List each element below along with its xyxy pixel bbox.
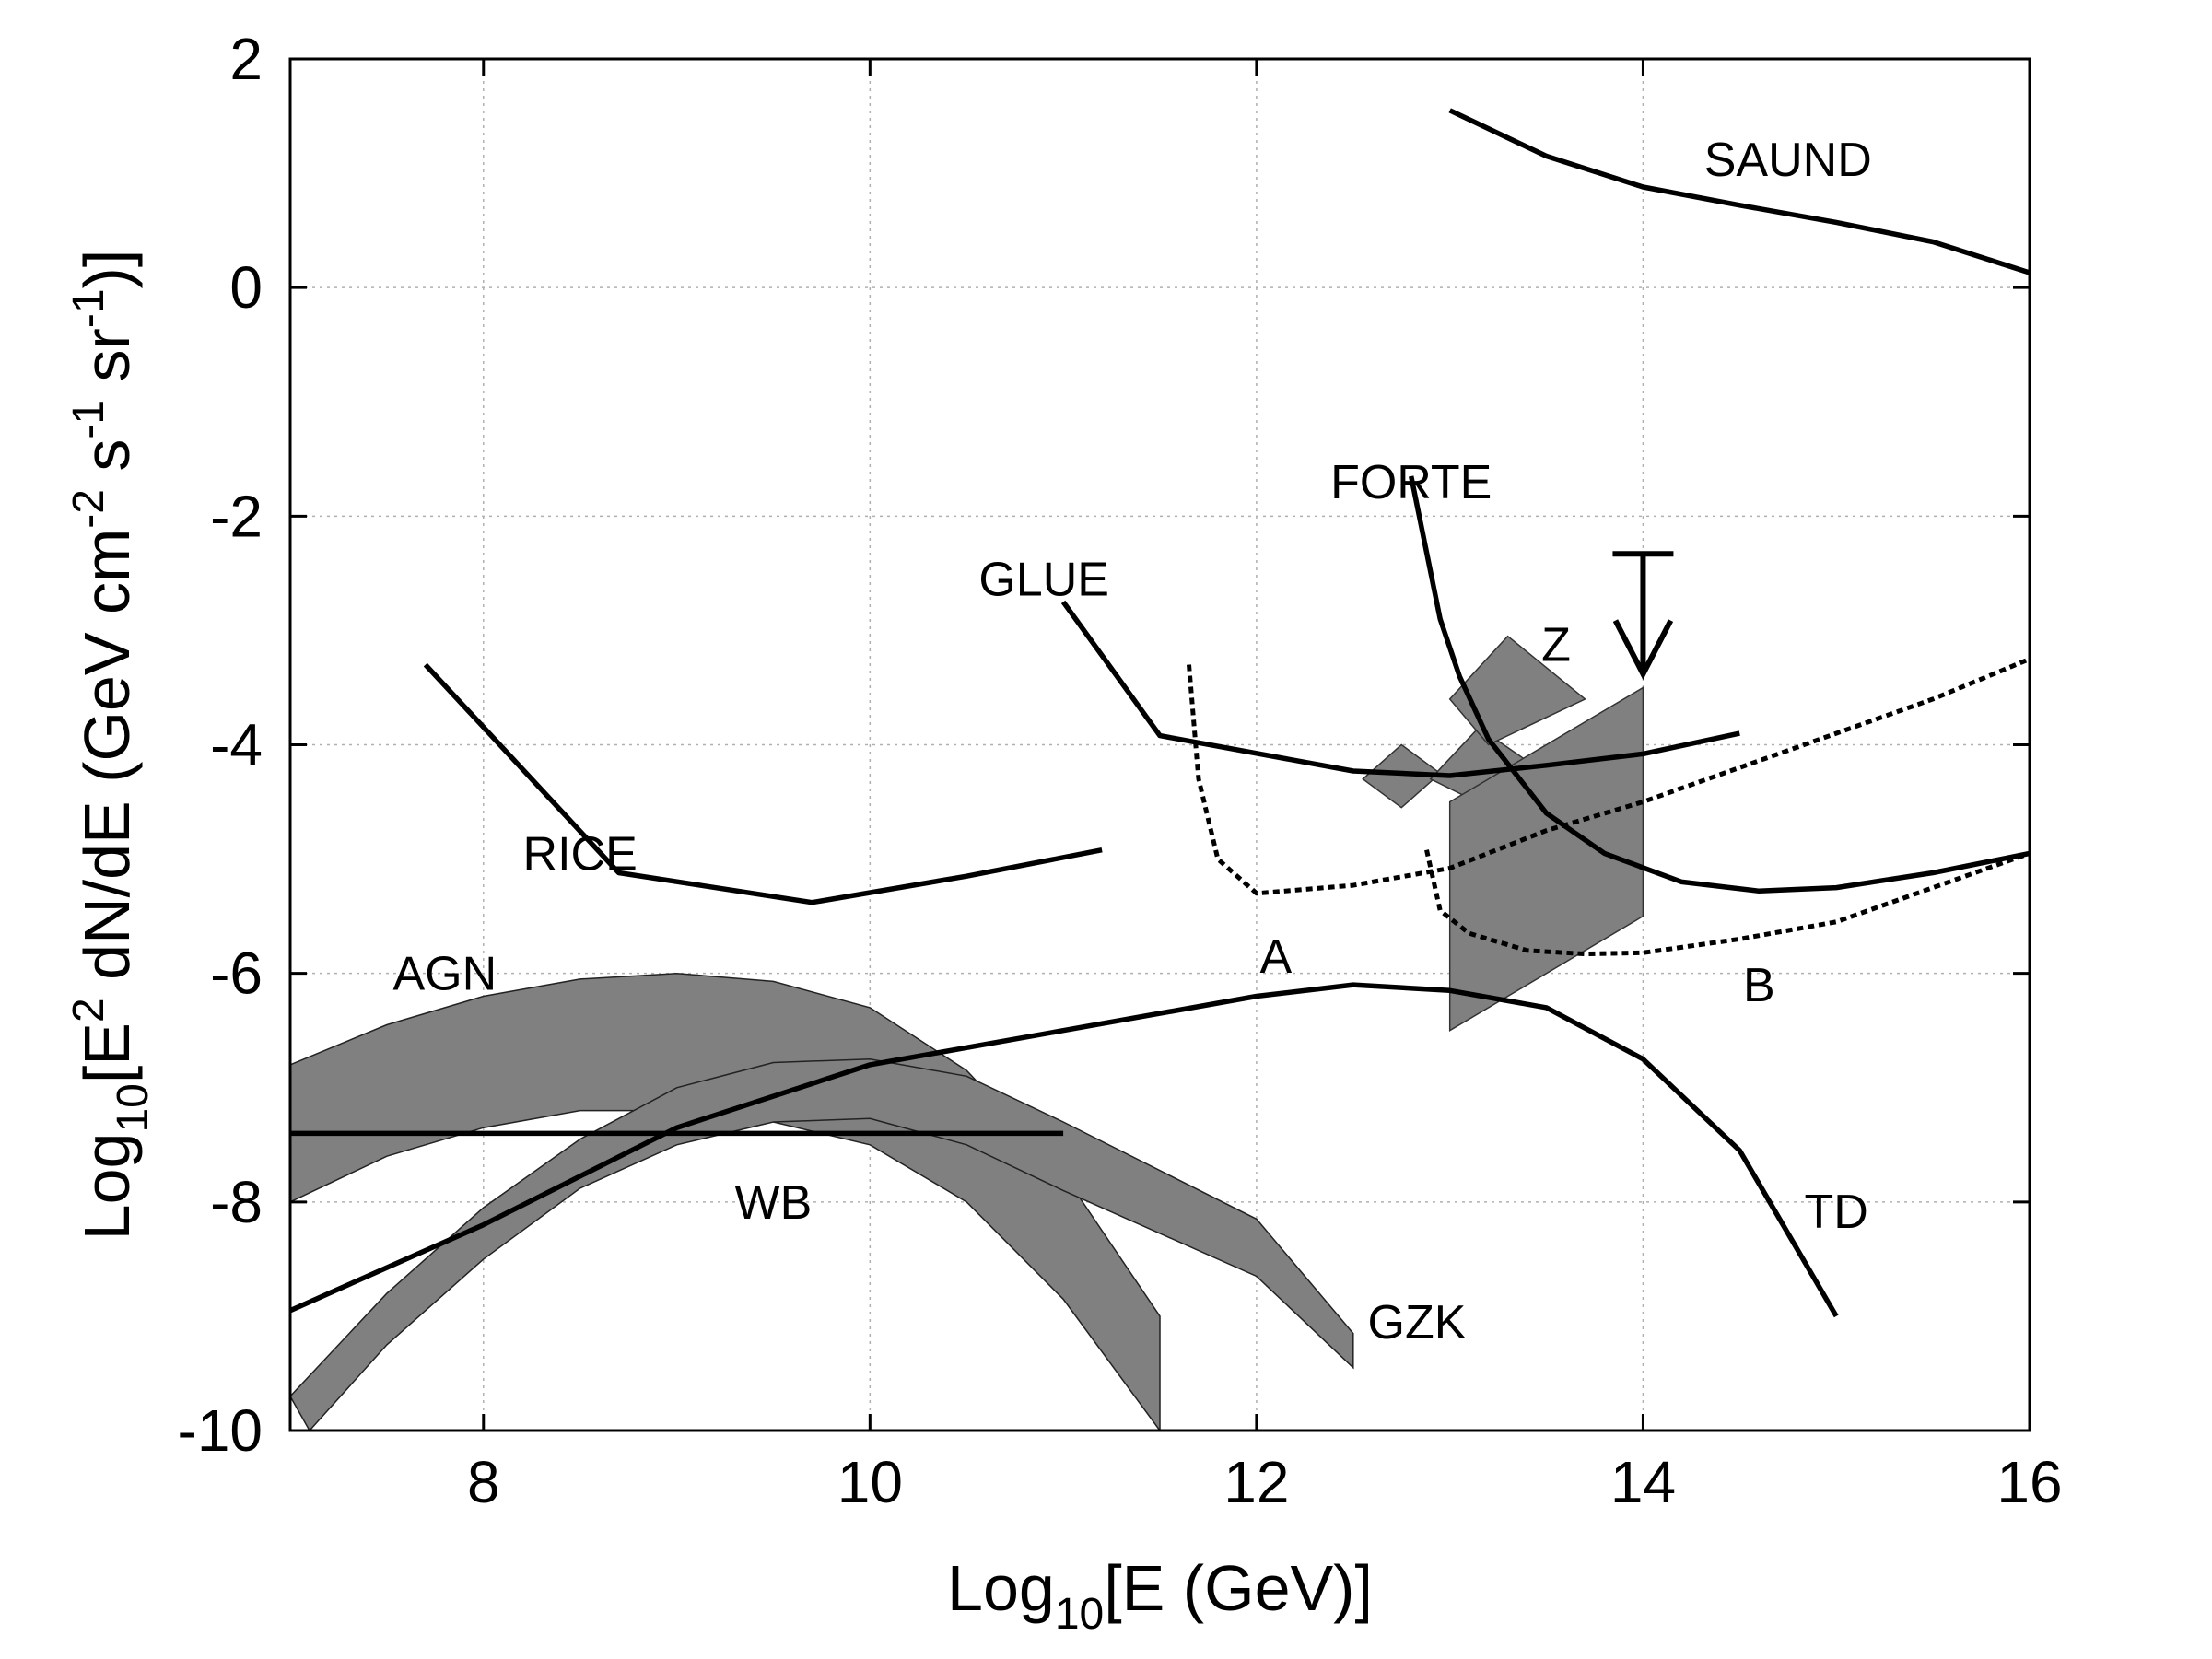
annotation-agn: AGN [392,948,497,1001]
x-tick-label: 10 [837,1449,903,1515]
y-axis-label-sub: 10 [109,1083,158,1132]
x-tick-label: 12 [1223,1449,1289,1515]
series-saund [1448,108,2030,275]
data-lines [290,108,2030,1318]
annotation-wb: WB [735,1176,813,1230]
band-z [1448,686,1644,1033]
annotation-a: A [1260,930,1293,984]
x-axis-label-sub: 10 [1055,1590,1104,1639]
series-b [1424,849,2030,957]
x-axis-label: Log10[E (GeV)] [947,1552,1373,1639]
band-gzk [290,1057,1354,1431]
annotation-td: TD [1805,1186,1868,1239]
y-axis-label-sup2: -2 [64,489,113,529]
y-tick-label: -8 [210,1169,263,1235]
annotation-b: B [1743,959,1775,1012]
y-axis-label: Log10[E2 dN/dE (GeV cm-2 s-1 sr-1)] [64,250,158,1241]
series-rice [423,662,1103,905]
series-forte [1409,475,2030,894]
y-axis-label-mid3: s [71,439,143,489]
x-tick-label: 8 [467,1449,500,1515]
tick-marks [290,57,2031,1432]
y-tick-label: 0 [229,254,263,321]
y-tick-label: -6 [210,940,263,1007]
x-axis-label-post: [E (GeV)] [1104,1552,1373,1624]
annotation-forte: FORTE [1330,456,1492,509]
annotation-z: Z [1541,618,1571,672]
annotation-saund: SAUND [1704,134,1872,187]
y-axis-label-mid2: dN/dE (GeV cm [71,529,143,999]
x-tick-label: 14 [1610,1449,1676,1515]
limit-arrow-head [1612,619,1674,681]
y-axis-label-mid4: sr [71,328,143,400]
y-axis-label-sup3: -1 [64,400,113,439]
x-axis-label-pre: Log [947,1552,1055,1624]
y-tick-label: 2 [229,26,263,92]
series-glue [1060,600,1740,778]
y-axis-label-sup1: 2 [64,998,113,1022]
y-tick-label: -10 [178,1397,263,1464]
y-axis-label-pre: Log [71,1133,143,1241]
limit-arrow [1612,551,1674,681]
annotation-rice: RICE [523,827,638,881]
tick-labels: 8 10 12 14 16 -10 -8 -6 -4 -2 0 2 [178,26,2063,1515]
band-z [1448,635,1586,746]
y-axis-label-mid1: [E [71,1022,143,1083]
y-axis-label-post: )] [71,250,143,289]
series-td [290,982,1839,1318]
y-tick-label: -4 [210,712,263,778]
annotation-glue: GLUE [978,554,1109,607]
annotations: SAUND FORTE GLUE Z RICE A AGN B WB TD GZK [392,134,1871,1349]
shaded-bands [290,635,1644,1431]
annotation-gzk: GZK [1368,1296,1467,1349]
x-tick-label: 16 [1996,1449,2062,1515]
y-tick-label: -2 [210,483,263,549]
y-axis-label-sup4: -1 [64,288,113,328]
